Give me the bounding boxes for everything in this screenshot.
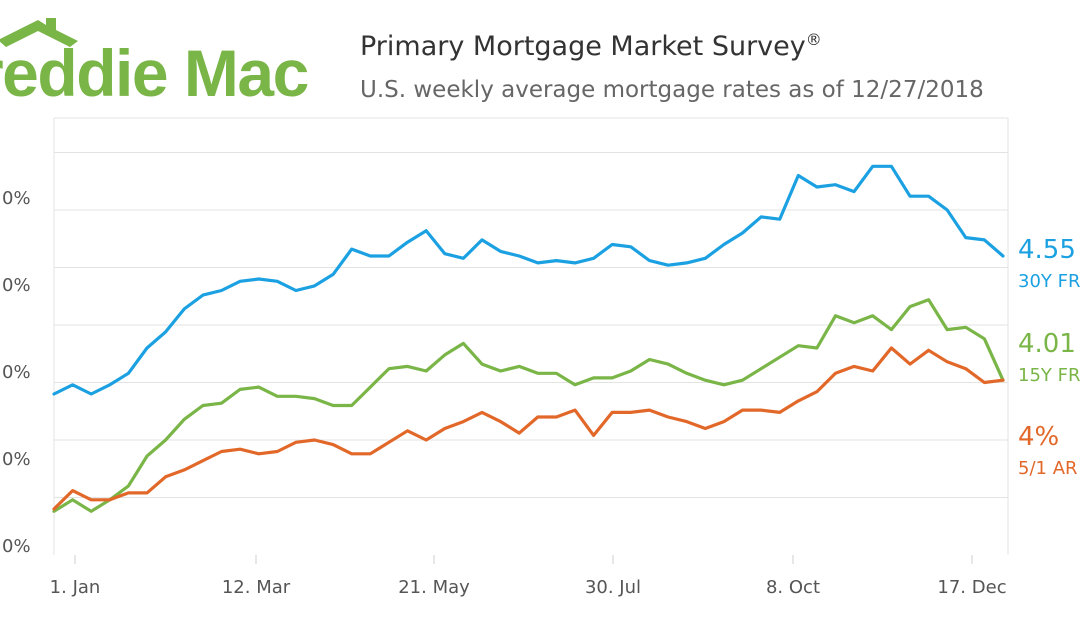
series-end-value: 4.55 <box>1018 235 1076 265</box>
x-tick-label: 17. Dec <box>937 577 1006 598</box>
series-end-labels: 4.55 30Y FR 4.01 15Y FR 4% 5/1 AR <box>1018 235 1080 479</box>
x-tick-label: 30. Jul <box>585 577 641 598</box>
series-line-30y-frm <box>52 164 1005 396</box>
logo-wordmark: reddie Mac <box>0 36 308 110</box>
house-roof-icon <box>0 18 78 47</box>
y-axis: 0% 0% 0% 0% 0% <box>2 188 31 557</box>
y-tick-label: 0% <box>2 275 31 296</box>
x-tick-label: 8. Oct <box>766 577 820 598</box>
chart-title: Primary Mortgage Market Survey® <box>360 30 822 62</box>
series-end-name: 5/1 AR <box>1018 458 1078 479</box>
series-lines <box>52 164 1005 513</box>
y-tick-label: 0% <box>2 362 31 383</box>
x-tick-label: 21. May <box>398 577 470 598</box>
freddie-mac-logo: reddie Mac <box>0 18 309 110</box>
y-tick-label: 0% <box>2 188 31 209</box>
rate-chart: 1. Jan 12. Mar 21. May 30. Jul 8. Oct 17. Dec… <box>2 117 1080 598</box>
series-end-value: 4% <box>1018 422 1059 452</box>
chart-subtitle: U.S. weekly average mortgage rates as of… <box>360 77 984 103</box>
grid <box>53 117 1009 555</box>
y-tick-label: 0% <box>2 449 31 470</box>
x-tick-label: 12. Mar <box>222 577 291 598</box>
series-end-value: 4.01 <box>1018 329 1076 359</box>
y-tick-label: 0% <box>2 536 31 557</box>
x-tick-label: 1. Jan <box>50 577 101 598</box>
series-end-name: 30Y FR <box>1018 271 1080 292</box>
x-axis: 1. Jan 12. Mar 21. May 30. Jul 8. Oct 17. Dec <box>50 555 1007 598</box>
chart-title-text: Primary Mortgage Market Survey <box>360 31 806 62</box>
series-end-name: 15Y FR <box>1018 365 1080 386</box>
registered-mark: ® <box>805 30 822 49</box>
series-line-5-1-arm <box>52 346 1005 511</box>
series-line-15y-frm <box>52 298 1005 513</box>
